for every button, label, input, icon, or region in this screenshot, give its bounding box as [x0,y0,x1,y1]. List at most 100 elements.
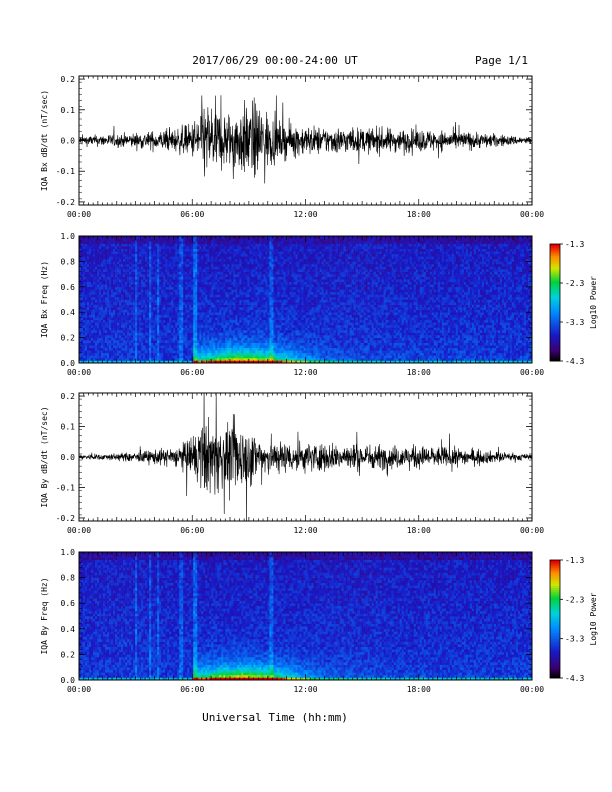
spectrogram-cell [187,263,190,267]
spectrogram-cell [199,238,202,242]
spectrogram-cell [215,263,218,267]
spectrogram-cell [189,307,192,310]
spectrogram-cell [153,251,156,255]
spectrogram-cell [89,304,92,308]
spectrogram-cell [185,289,188,293]
spectrogram-cell [235,269,238,272]
spectrogram-cell [97,302,100,305]
spectrogram-cell [207,256,210,260]
spectrogram-cell [191,281,194,285]
spectrogram-cell [203,314,206,318]
spectrogram-cell [129,289,132,293]
spectrogram-cell [241,342,244,346]
spectrogram-cell [179,251,182,255]
spectrogram-cell [85,327,88,331]
spectrogram-cell [115,335,118,338]
spectrogram-cell [221,347,224,351]
spectrogram-cell [203,304,206,308]
spectrogram-cell [87,243,90,247]
spectrogram-cell [173,279,176,283]
spectrogram-cell [169,261,172,265]
spectrogram-cell [229,296,232,300]
spectrogram-cell [239,261,242,265]
spectrogram-cell [237,317,240,321]
spectrogram-cell [199,307,202,310]
spectrogram-cell [111,271,114,275]
spectrogram-cell [213,319,216,323]
spectrogram-cell [199,302,202,305]
spectrogram-cell [121,304,124,308]
spectrogram-cell [93,248,96,252]
spectrogram-cell [99,342,102,346]
spectrogram-cell [135,355,138,359]
spectrogram-cell [215,236,218,239]
spectrogram-cell [109,236,112,239]
spectrogram-cell [139,357,142,361]
spectrogram-cell [157,279,160,283]
spectrogram-cell [139,261,142,265]
spectrogram-cell [257,352,260,356]
spectrogram-cell [167,266,170,270]
spectrogram-cell [253,248,256,252]
spectrogram-cell [107,357,110,361]
spectrogram-cell [239,304,242,308]
spectrogram-cell [265,307,268,310]
spectrogram-cell [261,329,264,333]
spectrogram-cell [175,243,178,247]
spectrogram-cell [85,309,88,313]
spectrogram-cell [207,296,210,300]
spectrogram-cell [161,332,164,336]
spectrogram-cell [227,335,230,338]
spectrogram-cell [179,291,182,295]
spectrogram-cell [231,312,234,316]
spectrogram-cell [239,302,242,305]
spectrogram-cell [263,248,266,252]
spectrogram-cell [105,347,108,351]
spectrogram-cell [189,360,192,364]
spectrogram-cell [243,246,246,249]
spectrogram-cell [257,357,260,361]
spectrogram-cell [125,355,128,359]
spectrogram-cell [149,307,152,310]
spectrogram-cell [217,352,220,356]
spectrogram-cell [115,294,118,298]
spectrogram-cell [235,332,238,336]
spectrogram-cell [241,317,244,321]
spectrogram-cell [191,289,194,293]
spectrogram-cell [251,246,254,249]
spectrogram-cell [179,335,182,338]
spectrogram-cell [205,269,208,272]
spectrogram-cell [169,319,172,323]
spectrogram-cell [219,342,222,346]
spectrogram-cell [131,350,134,354]
spectrogram-cell [207,294,210,298]
spectrogram-cell [187,332,190,336]
spectrogram-cell [225,327,228,331]
spectrogram-cell [115,269,118,272]
spectrogram-cell [137,261,140,265]
spectrogram-cell [263,329,266,333]
spectrogram-cell [235,352,238,356]
spectrogram-cell [109,307,112,310]
spectrogram-cell [199,360,202,364]
spectrogram-cell [243,355,246,359]
spectrogram-cell [167,299,170,303]
spectrogram-cell [181,256,184,260]
spectrogram-cell [169,299,172,303]
spectrogram-cell [259,357,262,361]
spectrogram-cell [227,266,230,270]
spectrogram-cell [199,281,202,285]
spectrogram-cell [113,347,116,351]
spectrogram-cell [149,357,152,361]
spectrogram-cell [117,258,120,262]
spectrogram-cell [103,274,106,277]
spectrogram-cell [217,269,220,272]
spectrogram-cell [87,258,90,262]
spectrogram-cell [243,251,246,255]
spectrogram-cell [223,253,226,257]
spectrogram-cell [145,360,148,364]
spectrogram-cell [127,360,130,364]
spectrogram-cell [83,345,86,349]
spectrogram-cell [161,335,164,338]
spectrogram-cell [79,335,82,338]
